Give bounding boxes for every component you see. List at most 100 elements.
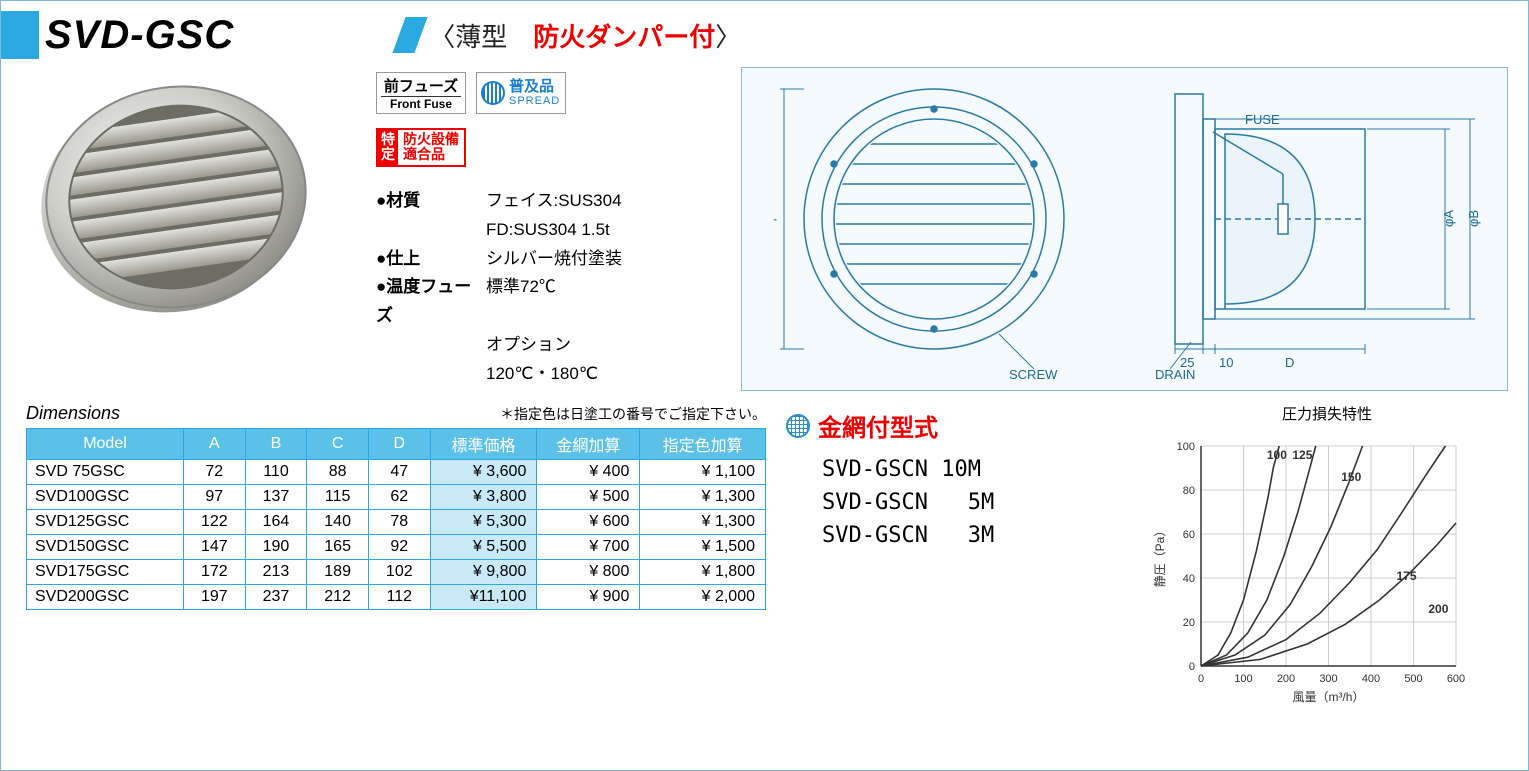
table-row: SVD150GSC14719016592¥ 5,500¥ 700¥ 1,500 — [27, 535, 766, 560]
table-row: SVD200GSC197237212112¥11,100¥ 900¥ 2,000 — [27, 585, 766, 610]
chart-block: 圧力損失特性 020406080100010020030040050060010… — [1146, 403, 1508, 706]
table-cell: 110 — [245, 460, 307, 485]
table-cell: ¥ 9,800 — [430, 560, 537, 585]
table-cell: ¥ 400 — [537, 460, 640, 485]
svg-text:20: 20 — [1183, 617, 1195, 629]
svg-text:500: 500 — [1404, 673, 1422, 685]
table-cell: ¥ 500 — [537, 485, 640, 510]
table-row: SVD125GSC12216414078¥ 5,300¥ 600¥ 1,300 — [27, 510, 766, 535]
spec-fuse-3: 120℃・180℃ — [486, 360, 721, 389]
table-cell: ¥ 900 — [537, 585, 640, 610]
badge-spread: 普及品 SPREAD — [476, 72, 566, 114]
table-cell: 47 — [368, 460, 430, 485]
svg-text:風量（m³/h）: 風量（m³/h） — [1292, 690, 1364, 704]
table-cell: 147 — [183, 535, 245, 560]
badge-front-fuse: 前フューズ Front Fuse — [376, 72, 466, 114]
spread-icon — [481, 81, 505, 105]
table-cell: 62 — [368, 485, 430, 510]
svg-text:400: 400 — [1362, 673, 1380, 685]
table-header: 指定色加算 — [640, 429, 766, 460]
mesh-list: SVD-GSCN 10MSVD-GSCN 5MSVD-GSCN 3M — [822, 453, 1126, 552]
dimensions-block: Dimensions ＊指定色は日塗工の番号でご指定下さい。 ModelABCD… — [26, 403, 766, 706]
svg-text:静圧（Pa）: 静圧（Pa） — [1153, 525, 1167, 588]
table-cell: ¥ 3,800 — [430, 485, 537, 510]
table-cell: 164 — [245, 510, 307, 535]
svg-text:600: 600 — [1447, 673, 1465, 685]
drawing-front: φC SCREW — [748, 74, 1120, 384]
table-cell: 165 — [307, 535, 369, 560]
badge-spread-en: SPREAD — [509, 95, 560, 107]
product-image-col — [26, 67, 356, 403]
title-accent — [1, 11, 39, 59]
table-header: D — [368, 429, 430, 460]
dim-screw: SCREW — [1009, 367, 1058, 382]
table-cell: 112 — [368, 585, 430, 610]
table-header: 金網加算 — [537, 429, 640, 460]
table-cell: 213 — [245, 560, 307, 585]
subtitle: 〈薄型 防火ダンパー付〉 — [429, 17, 741, 54]
table-cell: 97 — [183, 485, 245, 510]
table-cell: 197 — [183, 585, 245, 610]
drawing-side: FUSE φA φB 25 10 D DRAIN — [1130, 74, 1502, 384]
mesh-item: SVD-GSCN 10M — [822, 453, 1126, 486]
table-cell: 212 — [307, 585, 369, 610]
cert-left: 特 定 — [378, 130, 398, 165]
spec-col: 前フューズ Front Fuse 普及品 SPREAD 特 定 防火設備 適合品 — [376, 67, 721, 403]
mesh-item: SVD-GSCN 5M — [822, 486, 1126, 519]
svg-text:40: 40 — [1183, 573, 1195, 585]
dimensions-note: ＊指定色は日塗工の番号でご指定下さい。 — [500, 404, 766, 424]
svg-text:300: 300 — [1319, 673, 1337, 685]
table-cell: 172 — [183, 560, 245, 585]
dim-phiB: φB — [1466, 210, 1481, 227]
table-cell: 88 — [307, 460, 369, 485]
subtitle-red: 防火ダンパー付 — [533, 22, 715, 52]
table-cell: 92 — [368, 535, 430, 560]
pressure-loss-chart: 0204060801000100200300400500600100125150… — [1146, 426, 1476, 706]
cert-badge: 特 定 防火設備 適合品 — [376, 128, 466, 167]
table-cell: ¥ 5,300 — [430, 510, 537, 535]
table-cell: ¥ 2,000 — [640, 585, 766, 610]
subtitle-prefix: 〈薄型 — [429, 22, 533, 52]
table-cell: ¥ 1,300 — [640, 485, 766, 510]
product-title: SVD-GSC — [45, 13, 234, 58]
table-cell: ¥ 1,500 — [640, 535, 766, 560]
mesh-icon — [786, 414, 810, 438]
spec-fuse-label: ●温度フューズ — [376, 273, 486, 331]
table-cell: ¥ 800 — [537, 560, 640, 585]
bottom-row: Dimensions ＊指定色は日塗工の番号でご指定下さい。 ModelABCD… — [1, 403, 1528, 716]
spec-finish-label: ●仕上 — [376, 245, 486, 274]
svg-text:100: 100 — [1177, 441, 1195, 453]
dim-phiA: φA — [1441, 210, 1456, 227]
table-cell: ¥11,100 — [430, 585, 537, 610]
table-cell: SVD150GSC — [27, 535, 184, 560]
table-cell: ¥ 600 — [537, 510, 640, 535]
svg-text:0: 0 — [1198, 673, 1204, 685]
table-cell: SVD175GSC — [27, 560, 184, 585]
svg-text:100: 100 — [1267, 448, 1287, 462]
svg-text:125: 125 — [1292, 448, 1312, 462]
table-cell: SVD100GSC — [27, 485, 184, 510]
table-cell: ¥ 5,500 — [430, 535, 537, 560]
mesh-item: SVD-GSCN 3M — [822, 519, 1126, 552]
table-header: Model — [27, 429, 184, 460]
svg-text:200: 200 — [1428, 602, 1448, 616]
subtitle-accent — [393, 17, 428, 53]
dim-drain: DRAIN — [1155, 367, 1195, 382]
badge-front-fuse-en: Front Fuse — [381, 96, 461, 111]
dimensions-title: Dimensions — [26, 403, 120, 424]
table-cell: ¥ 700 — [537, 535, 640, 560]
table-row: SVD 75GSC721108847¥ 3,600¥ 400¥ 1,100 — [27, 460, 766, 485]
mesh-title: 金網付型式 — [818, 408, 938, 443]
dim-10: 10 — [1219, 355, 1233, 370]
table-cell: 102 — [368, 560, 430, 585]
spec-material-2: FD:SUS304 1.5t — [486, 216, 721, 245]
spec-material-1: フェイス:SUS304 — [486, 187, 721, 216]
svg-text:80: 80 — [1183, 485, 1195, 497]
table-cell: SVD200GSC — [27, 585, 184, 610]
subtitle-block: 〈薄型 防火ダンパー付〉 — [399, 17, 741, 54]
svg-text:150: 150 — [1341, 470, 1361, 484]
table-row: SVD175GSC172213189102¥ 9,800¥ 800¥ 1,800 — [27, 560, 766, 585]
table-cell: 72 — [183, 460, 245, 485]
table-cell: ¥ 3,600 — [430, 460, 537, 485]
spec-finish-1: シルバー焼付塗装 — [486, 245, 721, 274]
